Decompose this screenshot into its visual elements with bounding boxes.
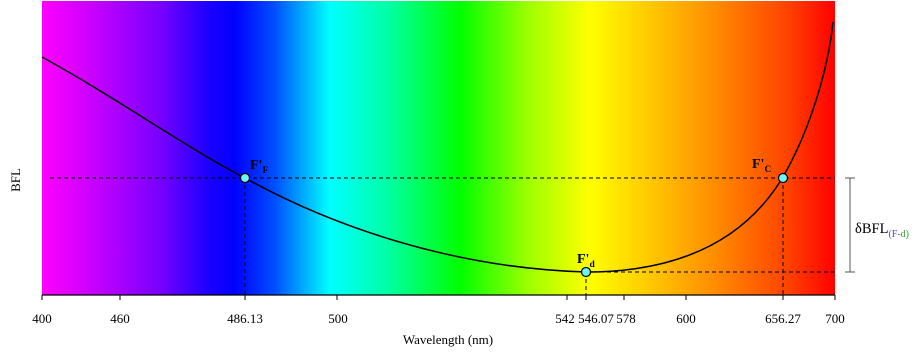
x-tick-label: 500 (328, 311, 348, 326)
x-tick-label: 656.27 (765, 311, 801, 326)
point-label-sub: F (262, 166, 268, 176)
x-tick-label: 546.07 (578, 311, 614, 326)
delta-bfl-sub-f: (F (888, 229, 897, 240)
point-label-sub: C (764, 165, 771, 175)
x-tick-label: 700 (825, 311, 845, 326)
point-label-main: F' (577, 252, 589, 267)
delta-bfl-sub-d: -d) (897, 229, 909, 240)
x-tick-label: 578 (616, 311, 636, 326)
marker-point-f (239, 172, 251, 184)
marked-points: F'FF'dF'C (239, 157, 789, 278)
x-tick-label: 460 (110, 311, 130, 326)
point-label-sub: d (589, 260, 595, 270)
y-axis-title: BFL (8, 168, 23, 192)
x-axis-title: Wavelength (nm) (403, 332, 493, 347)
spectrum-background (42, 1, 835, 295)
x-tick-label: 600 (676, 311, 696, 326)
marker-point-d (580, 266, 592, 278)
x-tick-label: 486.13 (227, 311, 263, 326)
delta-bfl-main: δBFL (855, 221, 888, 237)
delta-bfl-bracket (845, 177, 855, 273)
point-label-c: F'C (752, 157, 771, 175)
point-label-main: F' (752, 157, 764, 172)
point-label-d: F'd (577, 252, 595, 270)
marker-point-c (777, 172, 789, 184)
x-tick-label: 542 (555, 311, 575, 326)
point-label-f: F'F (250, 158, 268, 176)
delta-bfl-label: δBFL(F-d) (855, 221, 909, 240)
point-label-main: F' (250, 158, 262, 173)
x-axis-ticks: 400 460 486.13 500 542 546.07 578 600 656.27 700 (32, 295, 845, 326)
bfl-curve (41, 21, 834, 273)
x-tick-label: 400 (32, 311, 52, 326)
